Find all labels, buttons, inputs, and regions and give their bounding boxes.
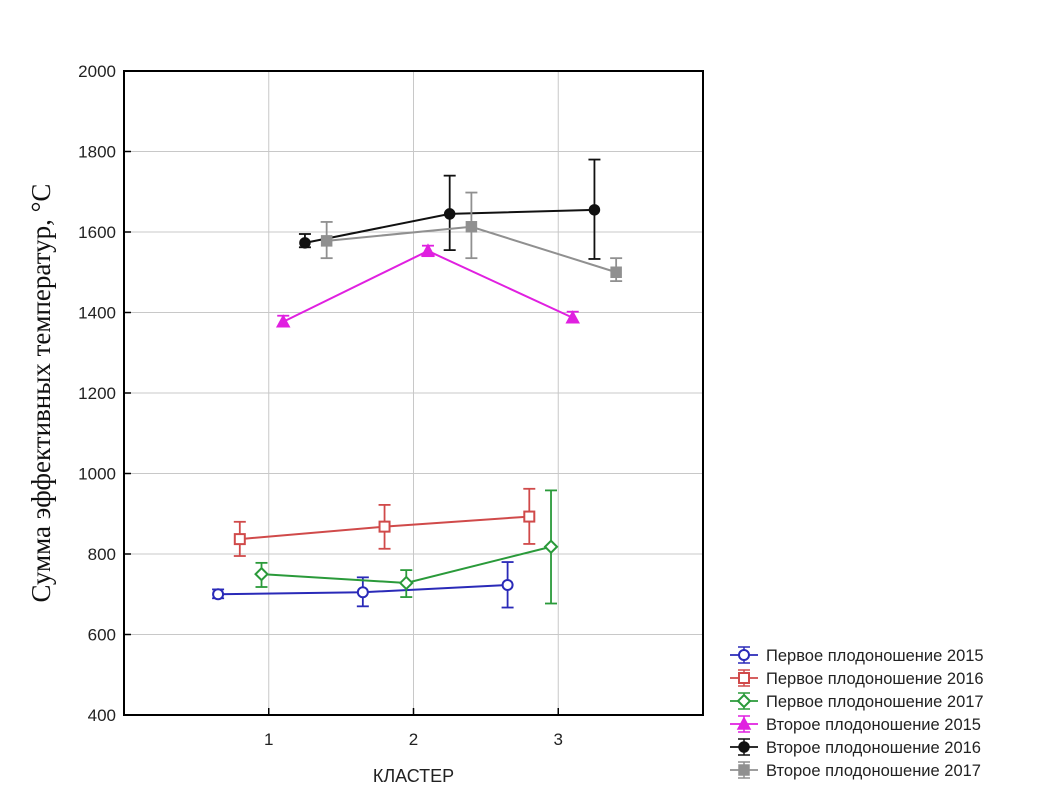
data-point — [254, 566, 269, 582]
legend-label: Первое плодоношение 2017 — [766, 693, 984, 711]
series-2 — [233, 487, 536, 557]
y-axis-label: Сумма эффективных температур, °С — [26, 184, 56, 603]
y-tick-label: 2000 — [78, 62, 116, 81]
legend-label: Второе плодоношение 2017 — [766, 762, 981, 780]
data-point — [320, 235, 333, 247]
data-point — [465, 221, 478, 233]
data-point — [543, 539, 559, 555]
data-point — [443, 208, 456, 220]
data-point — [299, 237, 311, 249]
data-point — [588, 204, 601, 216]
data-point — [398, 575, 414, 591]
grid-layer — [124, 71, 703, 715]
x-tick-label: 2 — [409, 730, 418, 749]
legend-item: Первое плодоношение 2015 — [730, 646, 984, 665]
data-point — [378, 520, 391, 533]
series-3 — [254, 489, 559, 605]
legend-label: Второе плодоношение 2015 — [766, 716, 981, 734]
y-tick-label: 1400 — [78, 304, 116, 323]
legend: Первое плодоношение 2015 Первое плодоноше… — [730, 646, 984, 780]
legend-marker — [738, 741, 750, 753]
legend-item: Второе плодоношение 2015 — [730, 715, 981, 734]
series-line — [282, 249, 574, 323]
data-point — [356, 586, 369, 599]
legend-marker — [736, 716, 752, 730]
data-point — [523, 510, 536, 523]
y-tick-label: 1200 — [78, 384, 116, 403]
legend-label: Первое плодоношение 2016 — [766, 670, 984, 688]
data-point — [610, 266, 622, 278]
y-tick-label: 1800 — [78, 143, 116, 162]
legend-item: Второе плодоношение 2017 — [730, 761, 981, 780]
legend-marker — [736, 693, 752, 709]
y-tick-label: 800 — [88, 545, 116, 564]
x-tick-label: 1 — [264, 730, 273, 749]
legend-item: Первое плодоношение 2017 — [730, 692, 984, 711]
series-layer — [212, 158, 623, 609]
y-tick-label: 1000 — [78, 465, 116, 484]
y-tick-label: 400 — [88, 706, 116, 725]
data-point — [420, 243, 436, 257]
legend-item: Второе плодоношение 2016 — [730, 738, 981, 757]
y-tick-label: 1600 — [78, 223, 116, 242]
legend-item: Первое плодоношение 2016 — [730, 669, 984, 688]
data-point — [501, 578, 514, 591]
data-point — [275, 314, 291, 328]
series-5 — [298, 158, 601, 260]
axis-layer: 400 600 800 1000 1200 1400 1600 1800 2000 1 2 3 — [78, 62, 563, 749]
legend-marker — [738, 764, 750, 776]
data-point — [565, 310, 580, 324]
data-point — [212, 588, 225, 601]
x-axis-label: КЛАСТЕР — [373, 766, 454, 786]
series-4 — [275, 243, 580, 328]
legend-marker — [738, 649, 750, 661]
x-tick-label: 3 — [554, 730, 563, 749]
legend-label: Второе плодоношение 2016 — [766, 739, 981, 757]
data-point — [233, 533, 246, 546]
legend-label: Первое плодоношение 2015 — [766, 647, 984, 665]
series-1 — [212, 561, 514, 609]
y-tick-label: 600 — [88, 626, 116, 645]
legend-marker — [738, 672, 750, 684]
series-6 — [320, 191, 623, 283]
